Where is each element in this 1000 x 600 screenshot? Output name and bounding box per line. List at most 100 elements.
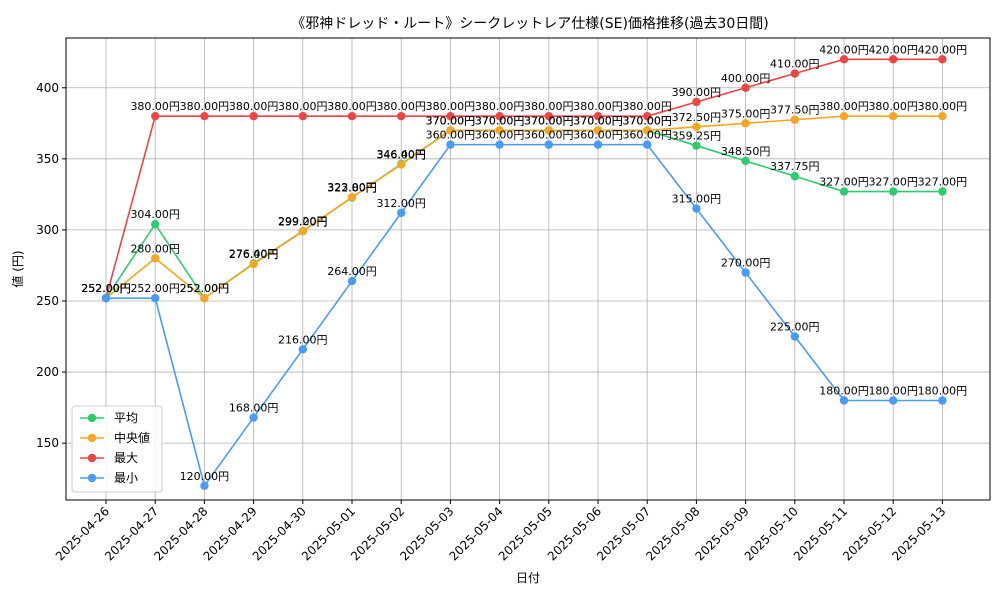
data-point: [741, 268, 750, 277]
plot-area-frame: [65, 37, 991, 501]
data-point: [200, 293, 209, 303]
series-0: [101, 126, 947, 303]
data-label: 360.00円: [622, 129, 672, 142]
data-label: 327.00円: [819, 176, 869, 189]
data-label: 360.00円: [524, 129, 574, 142]
data-point: [249, 259, 258, 269]
data-label: 370.00円: [622, 114, 672, 127]
series-line: [105, 115, 943, 300]
y-axis: 150 200 250 300 350 400: [36, 81, 66, 450]
data-point: [298, 111, 307, 121]
data-point: [839, 111, 849, 121]
legend-item: 最小: [80, 471, 138, 485]
data-label: 120.00円: [180, 470, 230, 483]
data-label: 380.00円: [278, 100, 328, 113]
data-label: 225.00円: [770, 321, 820, 334]
legend-label: 最小: [114, 471, 138, 485]
data-label: 380.00円: [573, 100, 623, 113]
data-label: 252.00円: [81, 282, 131, 295]
data-point: [593, 111, 603, 121]
data-point: [347, 193, 357, 202]
data-label: 380.00円: [180, 100, 230, 113]
data-point: [790, 172, 799, 181]
data-point: [790, 69, 799, 78]
data-point: [446, 126, 455, 135]
series-1: [101, 111, 947, 303]
data-label: 252.00円: [130, 282, 180, 295]
data-point: [889, 396, 898, 405]
data-point: [495, 126, 504, 135]
data-point: [298, 345, 307, 354]
legend-item: 中央値: [80, 430, 150, 445]
y-tick-label: 250: [36, 294, 59, 308]
y-tick-label: 200: [36, 365, 59, 379]
data-point: [347, 276, 357, 286]
data-label: 337.75円: [770, 160, 820, 173]
data-label: 380.00円: [475, 100, 525, 113]
data-label: 420.00円: [868, 43, 918, 56]
data-label: 304.00円: [130, 208, 180, 221]
data-point: [151, 220, 160, 229]
data-label: 280.00円: [130, 242, 180, 255]
data-point: [741, 156, 750, 166]
series-layer: [101, 55, 947, 490]
data-label: 168.00円: [229, 402, 279, 415]
data-point: [495, 140, 504, 149]
series-line: [105, 58, 943, 299]
data-label: 380.00円: [868, 100, 918, 113]
data-point: [593, 140, 603, 149]
data-point: [151, 293, 160, 303]
data-label: 276.40円: [229, 247, 279, 260]
data-point: [544, 111, 553, 121]
data-point: [692, 97, 701, 107]
data-label: 380.00円: [229, 100, 279, 113]
data-label: 315.00円: [672, 193, 722, 206]
legend-swatch-marker: [87, 473, 97, 483]
data-label: 380.00円: [327, 100, 377, 113]
data-label: 420.00円: [819, 43, 869, 56]
data-label: 420.00円: [918, 43, 968, 56]
data-point: [151, 254, 160, 263]
data-label: 323.00円: [327, 181, 377, 194]
data-label: 180.00円: [918, 384, 968, 397]
data-label: 327.00円: [918, 176, 968, 189]
data-label: 276.00円: [229, 248, 279, 261]
data-label: 370.00円: [475, 114, 525, 127]
legend-label: 中央値: [114, 430, 150, 445]
data-label: 372.50円: [672, 111, 722, 124]
data-point: [446, 140, 455, 149]
data-label: 348.50円: [721, 145, 771, 158]
data-point: [692, 204, 701, 213]
data-label: 299.00円: [278, 215, 328, 228]
data-point: [889, 111, 898, 121]
data-label: 346.40円: [376, 148, 426, 161]
legend-label: 最大: [114, 451, 138, 465]
data-label: 370.00円: [622, 114, 672, 127]
data-point: [151, 111, 160, 121]
data-label: 216.00円: [278, 333, 328, 346]
data-label: 312.00円: [376, 197, 426, 210]
data-label: 380.00円: [130, 100, 180, 113]
data-label: 360.00円: [573, 129, 623, 142]
data-point: [643, 140, 652, 149]
chart-title: 《邪神ドレッド・ルート》シークレットレア仕様(SE)価格推移(過去30日間): [291, 16, 768, 32]
data-label: 264.00円: [327, 265, 377, 278]
data-label: 380.00円: [524, 100, 574, 113]
data-label: 370.00円: [573, 114, 623, 127]
data-label: 375.00円: [721, 107, 771, 120]
data-label: 370.00円: [524, 114, 574, 127]
data-label: 370.00円: [426, 114, 476, 127]
data-point: [544, 140, 553, 149]
data-label: 370.00円: [524, 114, 574, 127]
data-label: 370.00円: [475, 114, 525, 127]
data-label: 252.00円: [81, 282, 131, 295]
data-point: [889, 187, 898, 196]
data-label: 360.00円: [426, 129, 476, 142]
data-point: [643, 111, 652, 121]
y-tick-label: 350: [36, 152, 59, 166]
data-label: 390.00円: [672, 86, 722, 99]
legend-label: 平均: [114, 411, 138, 425]
data-point: [200, 481, 209, 490]
